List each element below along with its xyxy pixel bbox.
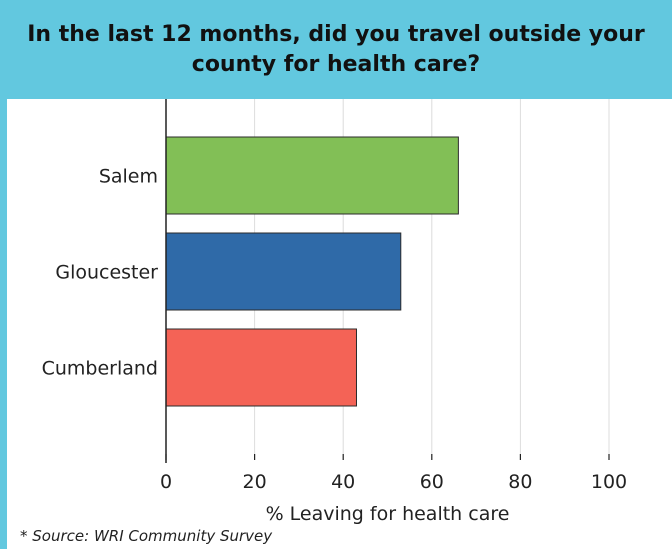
bar-cumberland bbox=[165, 328, 357, 407]
bar-salem bbox=[165, 136, 459, 215]
x-tick-label-100: 100 bbox=[591, 471, 627, 493]
category-label-cumberland: Cumberland bbox=[42, 358, 158, 380]
bar-gloucester bbox=[165, 232, 402, 311]
chart-title: In the last 12 months, did you travel ou… bbox=[27, 21, 645, 77]
source-note: * Source: WRI Community Survey bbox=[20, 527, 273, 545]
category-label-salem: Salem bbox=[99, 166, 158, 188]
left-accent-border bbox=[0, 99, 7, 549]
x-tick-label-60: 60 bbox=[420, 471, 444, 493]
x-tick-label-20: 20 bbox=[243, 471, 267, 493]
x-tick-label-0: 0 bbox=[160, 471, 172, 493]
bars bbox=[165, 136, 459, 407]
axes bbox=[165, 99, 610, 463]
x-tick-label-40: 40 bbox=[331, 471, 355, 493]
chart-title-banner: In the last 12 months, did you travel ou… bbox=[0, 0, 672, 99]
category-label-gloucester: Gloucester bbox=[55, 262, 158, 284]
x-tick-label-80: 80 bbox=[508, 471, 532, 493]
x-axis-title: % Leaving for health care bbox=[266, 503, 510, 525]
labels: Salem Gloucester Cumberland 0 20 40 60 80 100 % L… bbox=[42, 166, 628, 526]
